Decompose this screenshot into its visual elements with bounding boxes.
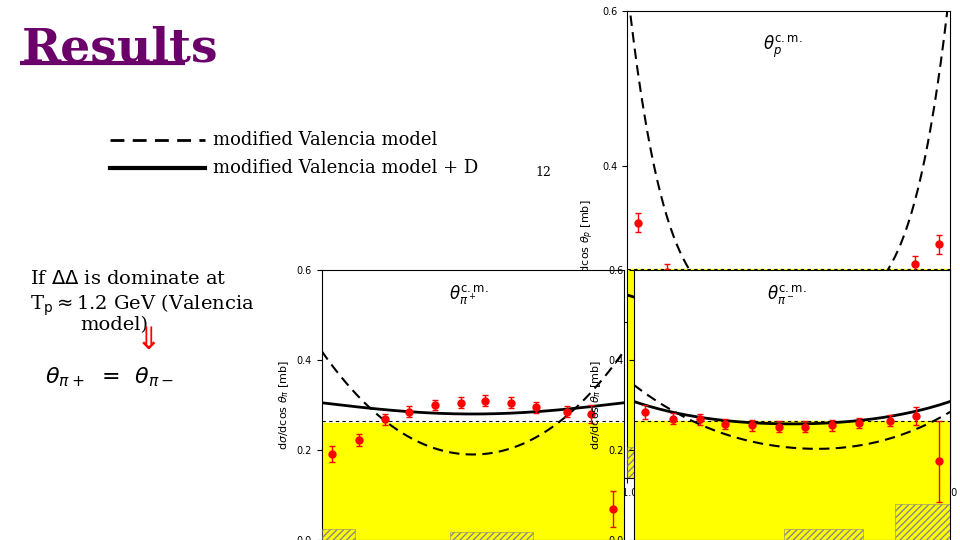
Y-axis label: d$\sigma$/dcos $\theta_{\pi}$ [mb]: d$\sigma$/dcos $\theta_{\pi}$ [mb] — [277, 360, 291, 450]
X-axis label: cos $\theta_p$: cos $\theta_p$ — [767, 503, 810, 521]
Text: modified Valencia model + D: modified Valencia model + D — [213, 159, 478, 177]
Text: modified Valencia model: modified Valencia model — [213, 131, 438, 149]
Text: Results: Results — [22, 25, 219, 71]
Y-axis label: d$\sigma$/dcos $\theta_{\pi}$ [mb]: d$\sigma$/dcos $\theta_{\pi}$ [mb] — [589, 360, 603, 450]
Text: T$_{\rm p}$$\approx$1.2 GeV (Valencia: T$_{\rm p}$$\approx$1.2 GeV (Valencia — [30, 292, 254, 318]
Text: 12: 12 — [535, 165, 551, 179]
Text: $\theta_{\pi^+}^{\rm c.m.}$: $\theta_{\pi^+}^{\rm c.m.}$ — [448, 284, 489, 307]
Bar — [627, 447, 662, 478]
Bar — [784, 529, 863, 540]
Text: $\theta_{\pi+}$  =  $\theta_{\pi-}$: $\theta_{\pi+}$ = $\theta_{\pi-}$ — [45, 365, 174, 389]
Bar — [322, 529, 355, 540]
Text: ⇓: ⇓ — [135, 326, 160, 355]
Text: model): model) — [80, 316, 148, 334]
Bar — [740, 458, 829, 478]
Text: If $\Delta\Delta$ is dominate at: If $\Delta\Delta$ is dominate at — [30, 270, 227, 288]
Text: $\theta_p^{\rm c.m.}$: $\theta_p^{\rm c.m.}$ — [763, 34, 803, 60]
Bar — [450, 532, 534, 540]
Y-axis label: d$\sigma$/dcos $\theta_p$ [mb]: d$\sigma$/dcos $\theta_p$ [mb] — [580, 199, 596, 289]
Bar — [895, 504, 950, 540]
Text: $\theta_{\pi^-}^{\rm c.m.}$: $\theta_{\pi^-}^{\rm c.m.}$ — [767, 284, 806, 307]
